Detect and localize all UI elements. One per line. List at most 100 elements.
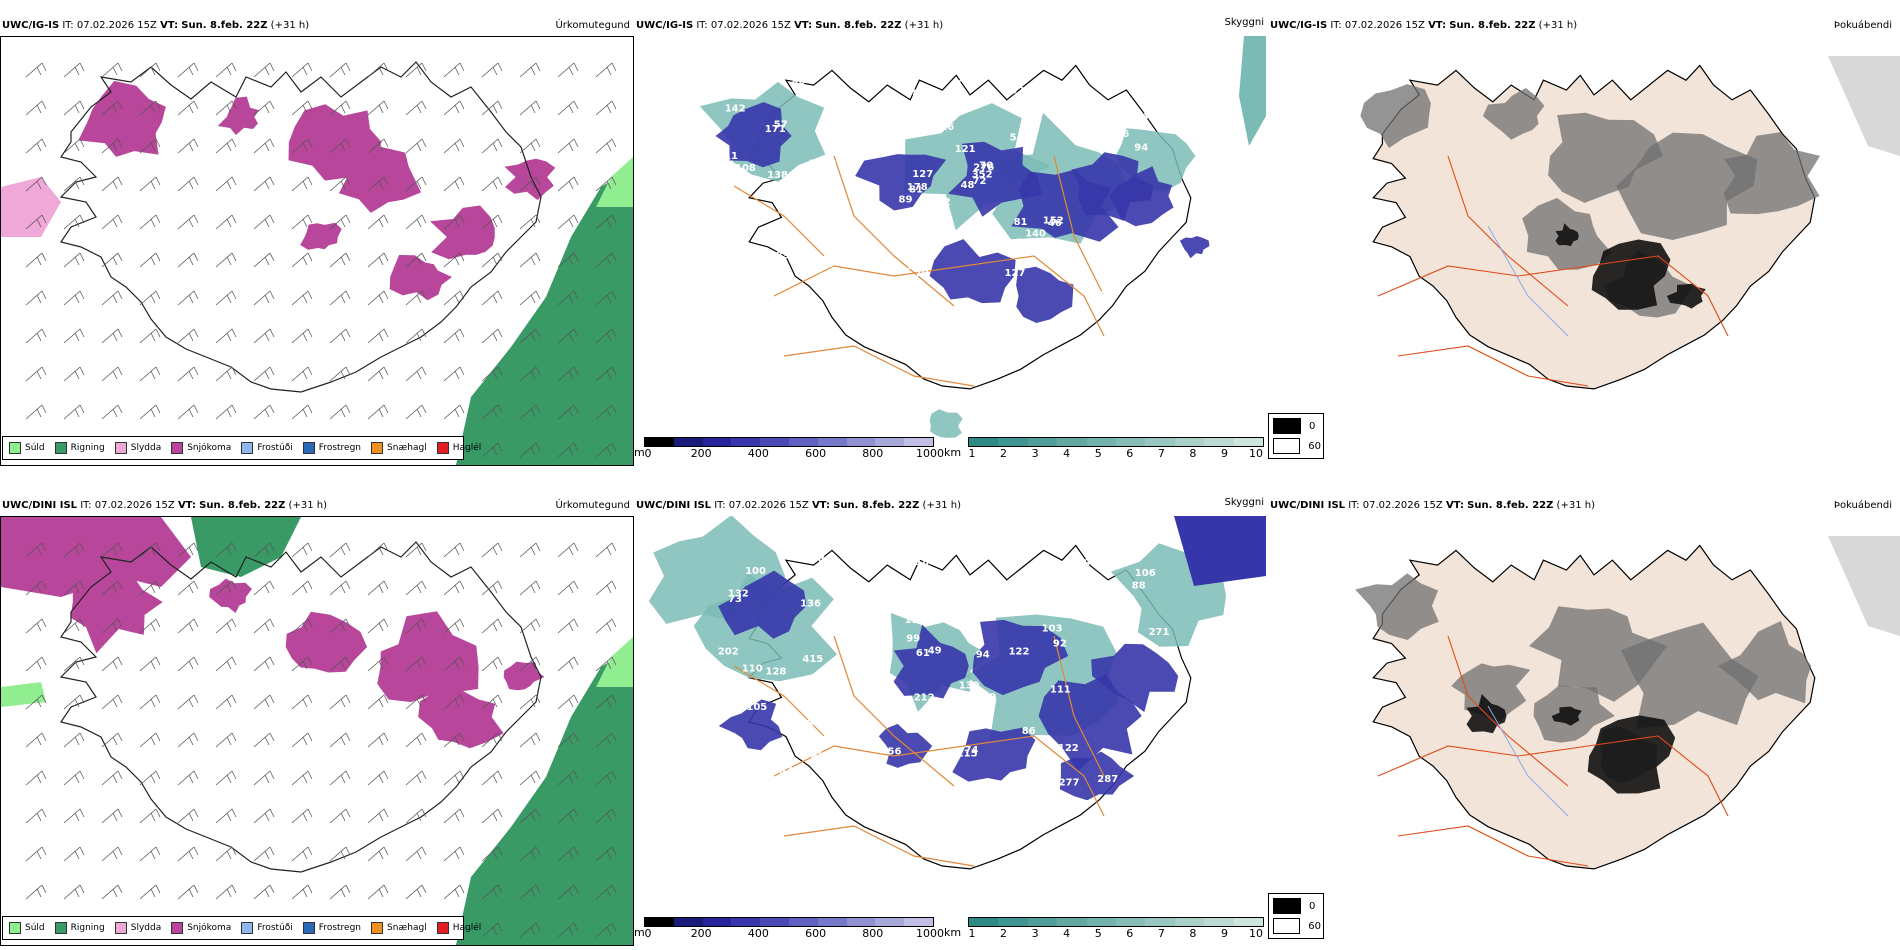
- ceiling-value-label: 99: [906, 634, 920, 645]
- wind-barb: [595, 100, 617, 116]
- colorbar-cell: [673, 438, 703, 446]
- legend-swatch: [114, 442, 127, 454]
- colorbar-cell: [731, 918, 761, 926]
- cloud-ceiling-area: [1038, 674, 1142, 772]
- ceiling-value-label: 415: [802, 654, 823, 665]
- wind-barb: [215, 290, 237, 306]
- precip-map: [1, 517, 633, 945]
- ceiling-tick-labels: 0 200 400 600 800 1000: [644, 447, 945, 460]
- cloud-ceiling-area: [1109, 166, 1174, 227]
- wind-barb: [405, 770, 427, 786]
- fog-index-area: [1360, 84, 1431, 148]
- wind-barb: [291, 366, 313, 382]
- wind-barb: [329, 100, 351, 116]
- wind-barb: [329, 542, 351, 558]
- issue-time: 07.02.2026 15Z: [728, 500, 809, 511]
- precip-legend-item: Snjókoma: [171, 922, 231, 934]
- coastline: [59, 541, 542, 873]
- legend-label: Slydda: [130, 923, 162, 933]
- wind-barb: [253, 366, 275, 382]
- issue-time: 07.02.2026 15Z: [1362, 500, 1443, 511]
- wind-barb: [367, 214, 389, 230]
- ceiling-value-label: 72: [973, 176, 987, 187]
- colorbar-cell: [817, 438, 847, 446]
- ceiling-value-label: 128: [766, 666, 787, 677]
- wind-barb: [253, 138, 275, 154]
- wind-barb: [595, 252, 617, 268]
- wind-barb: [481, 252, 503, 268]
- colorbar-cell: [904, 438, 933, 446]
- map-frame: [1268, 36, 1900, 464]
- ceiling-value-label: 81: [1014, 217, 1028, 228]
- wind-barb: [253, 846, 275, 862]
- ceiling-panel: UWC/IG-IS IT: 07.02.2026 15Z VT: Sun. 8.…: [634, 0, 1268, 470]
- wind-barb: [443, 808, 465, 824]
- fog-legend-item: 0: [1273, 418, 1321, 434]
- wind-barb: [443, 404, 465, 420]
- visibility-tick-label: 1: [968, 447, 976, 460]
- ceiling-panel: UWC/DINI ISL IT: 07.02.2026 15Z VT: Sun.…: [634, 480, 1268, 950]
- wind-barb: [595, 656, 617, 672]
- wind-barb: [595, 618, 617, 634]
- wind-barb: [481, 694, 503, 710]
- wind-barb: [25, 252, 47, 268]
- vt-label: VT:: [811, 500, 830, 511]
- model-name: UWC/IG-IS: [1270, 20, 1328, 31]
- visibility-tick-labels: 1 2 3 4 5 6 7 8 9 10: [968, 927, 1264, 940]
- wind-barb: [519, 770, 541, 786]
- wind-barb: [177, 770, 199, 786]
- wind-barb: [367, 618, 389, 634]
- wind-barb: [557, 884, 579, 900]
- wind-barb: [25, 542, 47, 558]
- precip-legend-item: Haglél: [436, 922, 481, 934]
- ceiling-value-label: 79: [1077, 558, 1091, 569]
- wind-barb: [367, 694, 389, 710]
- ceiling-value-label: 172: [930, 197, 951, 208]
- legend-label: Súld: [25, 443, 45, 453]
- wind-barb: [481, 846, 503, 862]
- wind-barb: [595, 808, 617, 824]
- cloud-ceiling-area: [1071, 152, 1154, 221]
- road-line: [833, 635, 955, 787]
- wind-barb: [595, 214, 617, 230]
- wind-barb: [481, 366, 503, 382]
- wind-barb: [329, 252, 351, 268]
- wind-barb: [329, 290, 351, 306]
- model-name: UWC/DINI ISL: [2, 500, 78, 511]
- wind-barb: [101, 770, 123, 786]
- wind-barb: [329, 846, 351, 862]
- wind-barb: [253, 290, 275, 306]
- colorbar-cell: [1233, 438, 1264, 446]
- fog-panel: UWC/DINI ISL IT: 07.02.2026 15Z VT: Sun.…: [1268, 480, 1900, 950]
- ceiling-value-label: 271: [1149, 627, 1170, 638]
- ceiling-value-label: 70: [979, 160, 993, 171]
- snow-blob: [209, 578, 252, 613]
- it-label: IT:: [1330, 20, 1342, 31]
- ceiling-value-label: 79: [982, 692, 996, 703]
- legend-swatch: [1273, 438, 1301, 454]
- precip-legend-item: Snjókoma: [171, 442, 231, 454]
- cloud-ceiling-area: [893, 624, 969, 699]
- legend-label: Rigning: [70, 923, 105, 933]
- fog-index-area: [1451, 663, 1531, 722]
- legend-swatch: [302, 442, 315, 454]
- ceiling-value-label: 100: [745, 566, 766, 577]
- colorbar-cell: [875, 438, 905, 446]
- ceiling-value-label: 80: [977, 593, 991, 604]
- legend-swatch: [54, 922, 67, 934]
- issue-time: 07.02.2026 15Z: [1344, 20, 1425, 31]
- snow-blob: [285, 611, 368, 673]
- wind-barb: [139, 770, 161, 786]
- issue-time: 07.02.2026 15Z: [94, 500, 175, 511]
- wind-barb: [253, 770, 275, 786]
- wind-barb: [367, 366, 389, 382]
- snow-blob: [389, 255, 452, 301]
- colorbar-cell: [846, 438, 876, 446]
- ceiling-value-label: 138: [904, 715, 925, 726]
- panel-type-label: Þokuábendi: [1833, 20, 1892, 31]
- visibility-tick-label: 5: [1094, 927, 1102, 940]
- model-name: UWC/DINI ISL: [1270, 500, 1346, 511]
- wind-barb: [253, 252, 275, 268]
- wind-barb: [63, 100, 85, 116]
- colorbar-cell: [1233, 918, 1264, 926]
